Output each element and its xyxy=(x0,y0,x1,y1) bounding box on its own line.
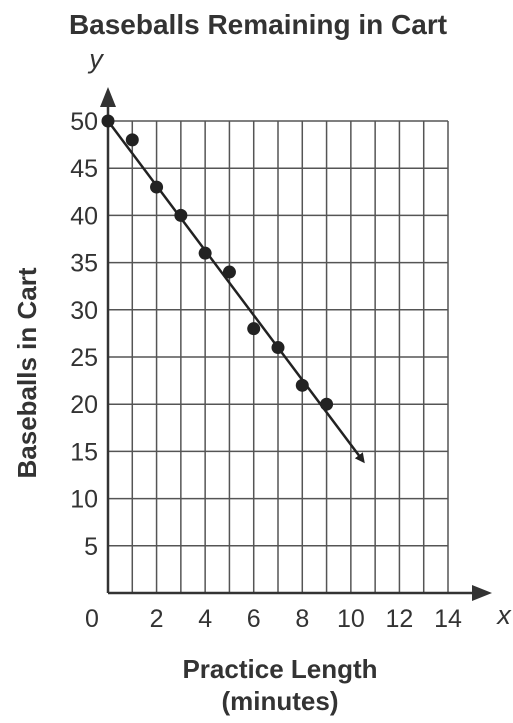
data-point xyxy=(101,114,115,128)
tick-labels: 2 4 6 8 10 12 14 5 10 15 20 25 30 35 40 45 50 0 xyxy=(70,108,462,633)
grid xyxy=(108,120,449,593)
x-axis-arrowhead xyxy=(472,585,492,601)
y-tick-label: 30 xyxy=(70,297,98,325)
data-point xyxy=(295,378,309,392)
y-tick-label: 5 xyxy=(84,533,98,561)
y-tick-label: 25 xyxy=(70,344,98,372)
data-point xyxy=(320,397,334,411)
y-tick-label: 45 xyxy=(70,155,98,183)
data-point xyxy=(125,133,139,147)
data-point xyxy=(222,265,236,279)
x-axis-letter: x xyxy=(495,600,512,630)
x-axis-label-line-1: Practice Length xyxy=(182,654,377,684)
data-point xyxy=(198,246,212,260)
y-tick-label: 50 xyxy=(70,108,98,136)
y-axis-label: Baseballs in Cart xyxy=(12,267,42,478)
data-points xyxy=(101,114,334,411)
y-tick-label: 40 xyxy=(70,202,98,230)
y-axis-arrowhead xyxy=(100,87,116,107)
y-axis-letter: y xyxy=(87,44,104,74)
data-point xyxy=(174,208,188,222)
y-tick-label: 35 xyxy=(70,250,98,278)
y-tick-label: 15 xyxy=(70,438,98,466)
origin-label: 0 xyxy=(85,605,99,633)
y-tick-label: 10 xyxy=(70,486,98,514)
axes xyxy=(100,87,492,601)
x-tick-label: 10 xyxy=(337,605,365,633)
y-tick-label: 20 xyxy=(70,391,98,419)
x-axis-label-line-2: (minutes) xyxy=(222,686,339,716)
data-point xyxy=(150,180,164,194)
data-point xyxy=(271,341,285,355)
chart-title: Baseballs Remaining in Cart xyxy=(69,9,447,40)
x-tick-label: 14 xyxy=(434,605,462,633)
x-tick-label: 2 xyxy=(150,605,164,633)
x-tick-label: 4 xyxy=(198,605,212,633)
x-tick-label: 12 xyxy=(386,605,414,633)
x-tick-label: 6 xyxy=(247,605,261,633)
data-point xyxy=(247,322,261,336)
x-tick-label: 8 xyxy=(295,605,309,633)
